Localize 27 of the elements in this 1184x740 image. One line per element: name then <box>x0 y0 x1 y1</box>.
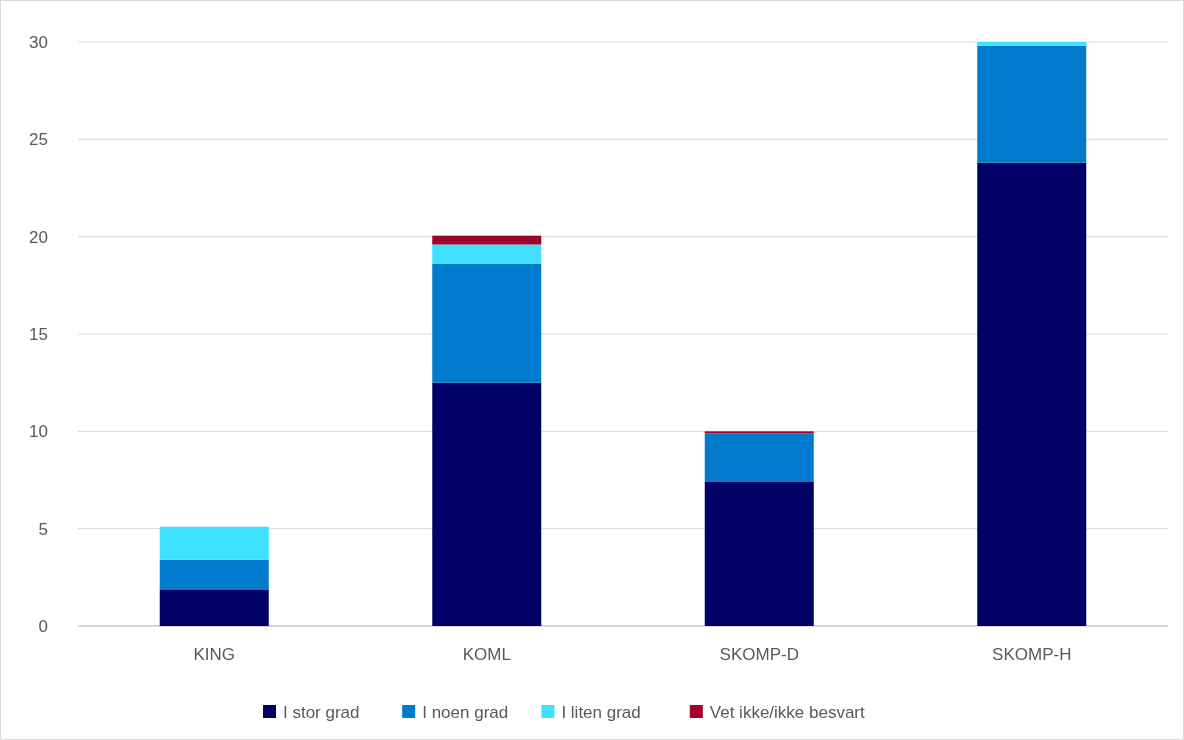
bar <box>159 559 269 590</box>
x-tick-label: SKOMP-D <box>719 645 799 664</box>
bar <box>977 45 1087 163</box>
bar <box>704 481 814 626</box>
bar <box>977 162 1087 626</box>
bar <box>432 382 542 626</box>
bar <box>977 42 1087 46</box>
bar <box>432 235 542 245</box>
y-tick-label: 0 <box>38 616 48 636</box>
y-tick-label: 30 <box>29 32 48 52</box>
bar <box>432 244 542 264</box>
y-tick-label: 25 <box>29 130 48 150</box>
bar <box>159 526 269 560</box>
x-tick-label: SKOMP-H <box>992 645 1072 664</box>
y-tick-label: 20 <box>29 227 48 247</box>
x-tick-label: KING <box>193 645 236 664</box>
bar <box>159 589 269 626</box>
legend-label: I stor grad <box>283 702 360 722</box>
x-tick-label: KOML <box>462 645 511 664</box>
bar <box>432 263 542 383</box>
y-tick-label: 5 <box>38 519 48 539</box>
legend-label: Vet ikke/ikke besvart <box>709 702 866 722</box>
legend-label: I liten grad <box>561 702 641 722</box>
legend-label: I noen grad <box>422 702 509 722</box>
y-tick-label: 15 <box>29 324 48 344</box>
bar <box>704 433 814 482</box>
y-tick-label: 10 <box>29 422 48 442</box>
